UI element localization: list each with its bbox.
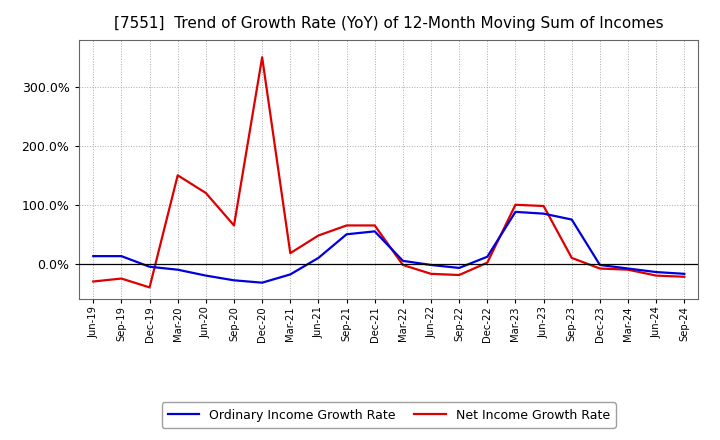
Ordinary Income Growth Rate bbox=[286, 272, 294, 277]
Net Income Growth Rate bbox=[342, 223, 351, 228]
Ordinary Income Growth Rate bbox=[624, 266, 632, 271]
Net Income Growth Rate bbox=[652, 273, 660, 278]
Line: Ordinary Income Growth Rate: Ordinary Income Growth Rate bbox=[94, 212, 684, 282]
Title: [7551]  Trend of Growth Rate (YoY) of 12-Month Moving Sum of Incomes: [7551] Trend of Growth Rate (YoY) of 12-… bbox=[114, 16, 664, 32]
Ordinary Income Growth Rate bbox=[511, 209, 520, 215]
Ordinary Income Growth Rate bbox=[89, 253, 98, 259]
Line: Net Income Growth Rate: Net Income Growth Rate bbox=[94, 57, 684, 287]
Ordinary Income Growth Rate bbox=[258, 280, 266, 285]
Ordinary Income Growth Rate bbox=[230, 278, 238, 283]
Ordinary Income Growth Rate bbox=[652, 269, 660, 275]
Net Income Growth Rate bbox=[145, 285, 154, 290]
Net Income Growth Rate bbox=[258, 55, 266, 60]
Ordinary Income Growth Rate bbox=[595, 262, 604, 268]
Net Income Growth Rate bbox=[511, 202, 520, 207]
Net Income Growth Rate bbox=[624, 267, 632, 272]
Net Income Growth Rate bbox=[680, 274, 688, 279]
Net Income Growth Rate bbox=[567, 255, 576, 260]
Ordinary Income Growth Rate bbox=[680, 271, 688, 276]
Net Income Growth Rate bbox=[89, 279, 98, 284]
Ordinary Income Growth Rate bbox=[174, 267, 182, 272]
Net Income Growth Rate bbox=[483, 260, 492, 265]
Net Income Growth Rate bbox=[370, 223, 379, 228]
Net Income Growth Rate bbox=[230, 223, 238, 228]
Net Income Growth Rate bbox=[595, 266, 604, 271]
Ordinary Income Growth Rate bbox=[399, 258, 408, 264]
Net Income Growth Rate bbox=[539, 203, 548, 209]
Net Income Growth Rate bbox=[174, 172, 182, 178]
Net Income Growth Rate bbox=[427, 271, 436, 276]
Net Income Growth Rate bbox=[314, 233, 323, 238]
Ordinary Income Growth Rate bbox=[202, 273, 210, 278]
Ordinary Income Growth Rate bbox=[370, 229, 379, 234]
Ordinary Income Growth Rate bbox=[145, 264, 154, 269]
Legend: Ordinary Income Growth Rate, Net Income Growth Rate: Ordinary Income Growth Rate, Net Income … bbox=[161, 403, 616, 428]
Net Income Growth Rate bbox=[455, 272, 464, 278]
Ordinary Income Growth Rate bbox=[567, 217, 576, 222]
Ordinary Income Growth Rate bbox=[427, 262, 436, 268]
Ordinary Income Growth Rate bbox=[455, 265, 464, 271]
Net Income Growth Rate bbox=[286, 250, 294, 256]
Net Income Growth Rate bbox=[202, 191, 210, 196]
Net Income Growth Rate bbox=[117, 276, 126, 281]
Ordinary Income Growth Rate bbox=[539, 211, 548, 216]
Net Income Growth Rate bbox=[399, 262, 408, 268]
Ordinary Income Growth Rate bbox=[117, 253, 126, 259]
Ordinary Income Growth Rate bbox=[483, 254, 492, 259]
Ordinary Income Growth Rate bbox=[342, 231, 351, 237]
Ordinary Income Growth Rate bbox=[314, 255, 323, 260]
